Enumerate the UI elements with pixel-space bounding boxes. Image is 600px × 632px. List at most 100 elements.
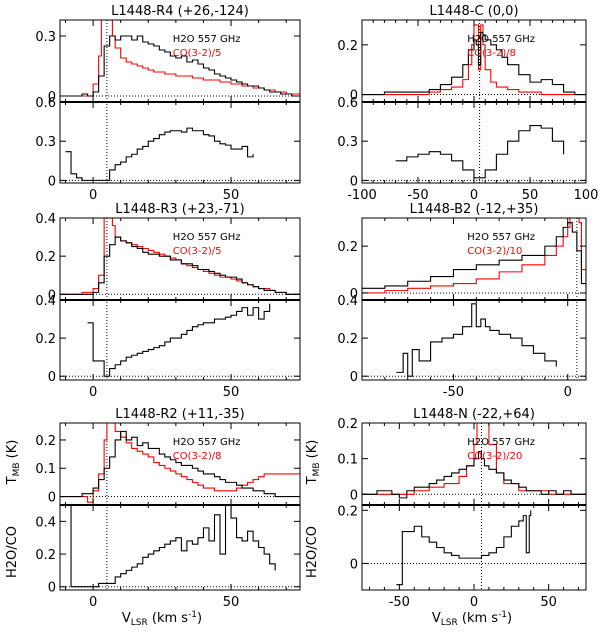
x-tick-label: 50 xyxy=(540,595,557,610)
panel-title: L1448-R2 (+11,-35) xyxy=(115,407,244,422)
y-tick-label: 0.2 xyxy=(35,250,56,265)
y-label-tmb-units-right: (K) xyxy=(305,440,320,463)
y-axis-label-ratio-right: H2O/CO xyxy=(305,526,320,578)
x-tick-label: 50 xyxy=(522,188,539,203)
h2o-spectrum xyxy=(362,222,586,289)
legend-label: CO(3-2)/8 xyxy=(467,48,516,59)
y-tick-label: 0.2 xyxy=(337,417,358,432)
y-tick-label: 0 xyxy=(350,488,358,503)
y-label-tmb-units: (K) xyxy=(5,440,20,463)
legend-label: H2O 557 GHz xyxy=(467,437,535,448)
y-tick-label: 0 xyxy=(48,90,56,105)
y-tick-label: 0.1 xyxy=(337,453,358,468)
y-tick-label: 0 xyxy=(350,174,358,189)
x-tick-label: 50 xyxy=(223,188,240,203)
legend-label: CO(3-2)/10 xyxy=(467,246,522,257)
svg-text:TMB (K): TMB (K) xyxy=(5,440,22,486)
h2o-spectrum xyxy=(60,430,300,498)
y-tick-label: 0.2 xyxy=(337,332,358,347)
frame-bottom xyxy=(361,299,587,381)
y-label-tmb-main: T xyxy=(5,476,20,485)
co-spectrum xyxy=(60,20,300,97)
ratio-spectrum xyxy=(396,303,557,377)
panel-3: L1448-B2 (-12,+35) -50 0 0 0.2 0 0.2 0.4 H2O 557… xyxy=(337,202,587,400)
y-tick-label: 0.2 xyxy=(337,504,358,519)
frame-top xyxy=(361,217,587,301)
y-tick-label: 0 xyxy=(48,581,56,596)
co-spectrum xyxy=(362,218,586,294)
legend-label: CO(3-2)/8 xyxy=(173,451,222,462)
y-tick-label: 0.6 xyxy=(337,96,358,111)
frame-top xyxy=(59,217,301,301)
panel-title: L1448-B2 (-12,+35) xyxy=(410,202,539,217)
y-tick-label: 0.1 xyxy=(35,462,56,477)
y-tick-label: 0 xyxy=(48,174,56,189)
co-spectrum xyxy=(362,423,586,495)
x-tick-label: 0 xyxy=(564,385,572,400)
x-tick-label: 50 xyxy=(223,595,240,610)
h2o-spectrum xyxy=(60,35,300,97)
legend-label: H2O 557 GHz xyxy=(467,232,535,243)
y-tick-label: 0.3 xyxy=(337,135,358,150)
y-tick-label: 0 xyxy=(48,491,56,506)
x-tick-label: -50 xyxy=(389,595,410,610)
y-tick-label: 0 xyxy=(350,370,358,385)
y-tick-label: 0.4 xyxy=(35,515,56,530)
h2o-spectrum xyxy=(362,31,586,96)
ratio-spectrum xyxy=(87,303,271,377)
x-tick-label: 50 xyxy=(223,385,240,400)
y-tick-label: 0.4 xyxy=(35,212,56,227)
y-tick-label: 0 xyxy=(48,370,56,385)
y-tick-label: 0.4 xyxy=(337,294,358,309)
y-axis-label-tmb: TMB (K) xyxy=(5,440,22,486)
y-tick-label: 0 xyxy=(350,287,358,302)
ratio-spectrum xyxy=(396,510,532,586)
x-tick-label: -100 xyxy=(347,188,377,203)
legend-label: CO(3-2)/5 xyxy=(173,48,222,59)
legend-label: CO(3-2)/20 xyxy=(467,451,522,462)
legend-label: H2O 557 GHz xyxy=(467,34,535,45)
x-axis-label: VLSR (km s-1) xyxy=(122,610,202,628)
frame-bottom xyxy=(361,504,587,591)
y-tick-label: 0 xyxy=(350,89,358,104)
panel-1: L1448-C (0,0) -100 -50 0 50 100 0 0.2 0 0.3 0.6 H2O… xyxy=(337,4,598,203)
y-tick-label: 0 xyxy=(48,288,56,303)
x-tick-label: 0 xyxy=(470,595,478,610)
ratio-spectrum xyxy=(65,127,254,181)
legend-label: H2O 557 GHz xyxy=(173,232,241,243)
x-tick-label: 0 xyxy=(89,188,97,203)
y-label-tmb-sub: MB xyxy=(12,462,22,476)
x-tick-label: 100 xyxy=(574,188,599,203)
y-axis-label-tmb-right: TMB (K) xyxy=(305,440,322,486)
h2o-spectrum xyxy=(362,450,586,499)
panel-title: L1448-C (0,0) xyxy=(429,4,518,19)
y-axis-label-ratio: H2O/CO xyxy=(5,526,20,578)
y-tick-label: 0.4 xyxy=(35,294,56,309)
y-tick-label: 0.2 xyxy=(35,434,56,449)
y-tick-label: 0.6 xyxy=(35,96,56,111)
co-spectrum xyxy=(60,423,300,503)
legend-label: H2O 557 GHz xyxy=(173,437,241,448)
panel-title: L1448-R3 (+23,-71) xyxy=(115,202,244,217)
y-tick-label: 0.2 xyxy=(35,332,56,347)
x-axis-label-right: VLSR (km s-1) xyxy=(432,610,512,628)
ratio-spectrum xyxy=(395,124,565,179)
co-spectrum xyxy=(362,24,586,96)
legend-label: CO(3-2)/5 xyxy=(173,246,222,257)
panel-title: L1448-N (-22,+64) xyxy=(413,407,535,422)
y-tick-label: 0.2 xyxy=(337,39,358,54)
svg-text:TMB (K): TMB (K) xyxy=(305,440,322,486)
y-label-tmb-main-right: T xyxy=(305,476,320,485)
panel-4: L1448-R2 (+11,-35) 0 50 0 0.1 0.2 0 0.2 0.4 H2O 5… xyxy=(35,407,301,610)
y-tick-label: 0.3 xyxy=(35,135,56,150)
panels: L1448-R4 (+26,-124) 0 50 0 0.3 0 0.3 0.6 H2O 557… xyxy=(35,4,598,610)
y-tick-label: 0.2 xyxy=(337,240,358,255)
x-tick-label: -50 xyxy=(407,188,428,203)
y-label-tmb-sub-right: MB xyxy=(312,462,322,476)
h2o-spectrum xyxy=(60,236,300,295)
y-tick-label: 0.3 xyxy=(35,30,56,45)
legend-label: H2O 557 GHz xyxy=(173,34,241,45)
